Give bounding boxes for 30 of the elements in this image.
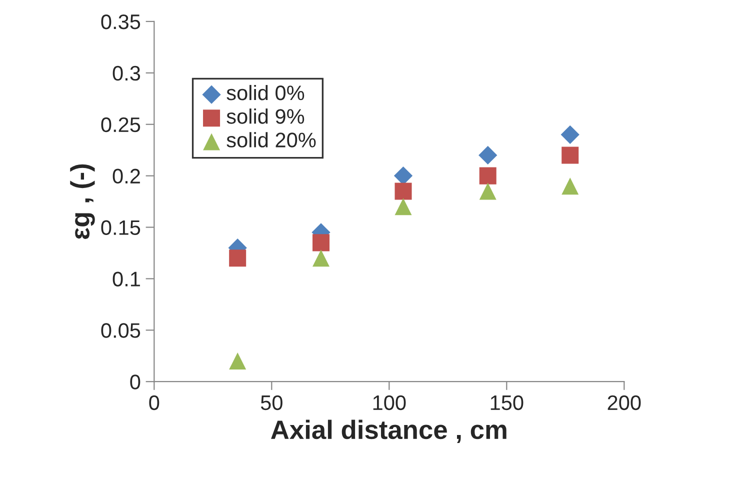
y-tick-label: 0.25 — [101, 117, 140, 132]
y-tick-label: 0.15 — [101, 220, 140, 236]
point — [562, 178, 579, 195]
point — [229, 352, 246, 370]
point — [478, 146, 498, 165]
x-tick-label: 200 — [608, 395, 641, 410]
point — [479, 182, 496, 200]
point — [394, 182, 412, 200]
y-tick-label: 0.3 — [112, 66, 140, 81]
x-tick-label: 0 — [149, 395, 160, 410]
point — [562, 146, 579, 164]
x-axis-title: Axial distance , cm — [271, 420, 506, 443]
y-tick-label: 0.35 — [101, 14, 140, 30]
legend-label: solid 0% — [226, 84, 304, 100]
point — [560, 125, 580, 144]
point — [229, 250, 246, 267]
point — [479, 167, 496, 184]
y-tick-label: 0.2 — [112, 168, 140, 184]
point — [312, 234, 330, 252]
point — [394, 198, 412, 216]
y-tick-label: 0.05 — [101, 323, 140, 338]
x-tick-label: 150 — [490, 395, 524, 410]
point — [312, 250, 330, 267]
y-axis-title: εg , (-) — [70, 164, 95, 240]
legend-label: solid 9% — [226, 108, 304, 124]
x-tick-label: 50 — [260, 395, 282, 410]
y-tick-label: 0.1 — [112, 272, 140, 286]
y-tick-label: 0 — [130, 374, 140, 390]
legend-label: solid 20% — [226, 132, 316, 148]
x-tick-label: 100 — [373, 395, 406, 410]
